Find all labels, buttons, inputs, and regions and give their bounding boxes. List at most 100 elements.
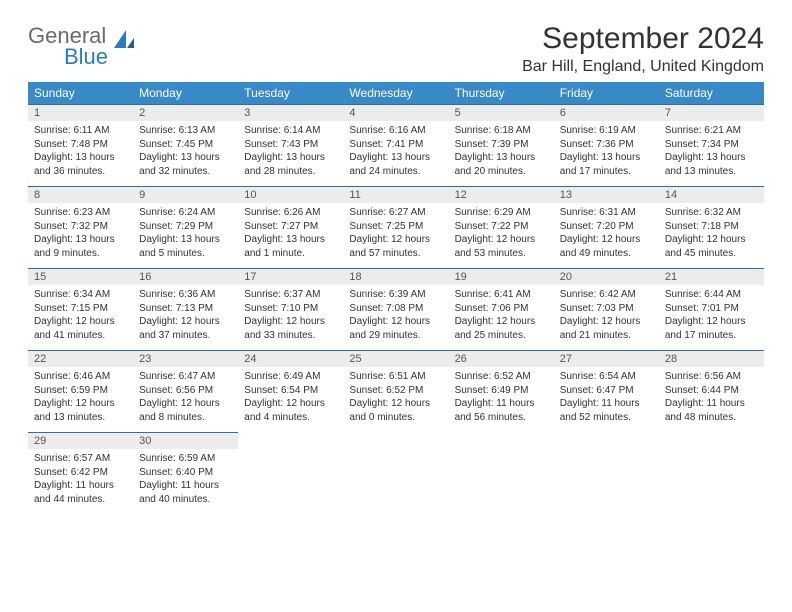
weekday-header-row: Sunday Monday Tuesday Wednesday Thursday… — [28, 82, 764, 104]
sunset-line: Sunset: 6:59 PM — [34, 384, 127, 398]
daylight-line2: and 8 minutes. — [139, 411, 232, 425]
day-detail: Sunrise: 6:32 AMSunset: 7:18 PMDaylight:… — [659, 203, 764, 268]
daylight-line1: Daylight: 12 hours — [665, 315, 758, 329]
daylight-line2: and 57 minutes. — [349, 247, 442, 261]
calendar-cell: 12Sunrise: 6:29 AMSunset: 7:22 PMDayligh… — [449, 186, 554, 268]
sunrise-line: Sunrise: 6:14 AM — [244, 124, 337, 138]
calendar-cell: 15Sunrise: 6:34 AMSunset: 7:15 PMDayligh… — [28, 268, 133, 350]
calendar-cell: 7Sunrise: 6:21 AMSunset: 7:34 PMDaylight… — [659, 104, 764, 186]
sunset-line: Sunset: 6:40 PM — [139, 466, 232, 480]
calendar-cell: .. — [343, 432, 448, 514]
sunset-line: Sunset: 6:44 PM — [665, 384, 758, 398]
daylight-line2: and 29 minutes. — [349, 329, 442, 343]
daylight-line2: and 25 minutes. — [455, 329, 548, 343]
daylight-line2: and 41 minutes. — [34, 329, 127, 343]
daylight-line2: and 17 minutes. — [665, 329, 758, 343]
daylight-line1: Daylight: 11 hours — [139, 479, 232, 493]
sunset-line: Sunset: 7:22 PM — [455, 220, 548, 234]
calendar-cell: 6Sunrise: 6:19 AMSunset: 7:36 PMDaylight… — [554, 104, 659, 186]
sunrise-line: Sunrise: 6:13 AM — [139, 124, 232, 138]
weekday-header: Thursday — [449, 82, 554, 104]
sunrise-line: Sunrise: 6:21 AM — [665, 124, 758, 138]
sunrise-line: Sunrise: 6:31 AM — [560, 206, 653, 220]
weekday-header: Wednesday — [343, 82, 448, 104]
logo-blue: Blue — [28, 47, 108, 68]
sunrise-line: Sunrise: 6:18 AM — [455, 124, 548, 138]
daylight-line1: Daylight: 11 hours — [455, 397, 548, 411]
daylight-line2: and 24 minutes. — [349, 165, 442, 179]
day-number: 19 — [449, 268, 554, 285]
day-detail: Sunrise: 6:49 AMSunset: 6:54 PMDaylight:… — [238, 367, 343, 432]
calendar-cell: 28Sunrise: 6:56 AMSunset: 6:44 PMDayligh… — [659, 350, 764, 432]
day-number: 7 — [659, 104, 764, 121]
day-detail: Sunrise: 6:21 AMSunset: 7:34 PMDaylight:… — [659, 121, 764, 186]
calendar-cell: 13Sunrise: 6:31 AMSunset: 7:20 PMDayligh… — [554, 186, 659, 268]
day-number: 5 — [449, 104, 554, 121]
sunrise-line: Sunrise: 6:47 AM — [139, 370, 232, 384]
day-detail: Sunrise: 6:16 AMSunset: 7:41 PMDaylight:… — [343, 121, 448, 186]
daylight-line2: and 1 minute. — [244, 247, 337, 261]
calendar-cell: .. — [659, 432, 764, 514]
daylight-line2: and 48 minutes. — [665, 411, 758, 425]
day-number: 6 — [554, 104, 659, 121]
sunrise-line: Sunrise: 6:29 AM — [455, 206, 548, 220]
sunrise-line: Sunrise: 6:24 AM — [139, 206, 232, 220]
day-detail: Sunrise: 6:39 AMSunset: 7:08 PMDaylight:… — [343, 285, 448, 350]
daylight-line1: Daylight: 13 hours — [139, 151, 232, 165]
day-detail: Sunrise: 6:31 AMSunset: 7:20 PMDaylight:… — [554, 203, 659, 268]
day-detail: Sunrise: 6:26 AMSunset: 7:27 PMDaylight:… — [238, 203, 343, 268]
sunset-line: Sunset: 7:18 PM — [665, 220, 758, 234]
calendar-cell: 16Sunrise: 6:36 AMSunset: 7:13 PMDayligh… — [133, 268, 238, 350]
sunset-line: Sunset: 6:54 PM — [244, 384, 337, 398]
sunset-line: Sunset: 7:08 PM — [349, 302, 442, 316]
sunrise-line: Sunrise: 6:49 AM — [244, 370, 337, 384]
daylight-line1: Daylight: 12 hours — [349, 397, 442, 411]
daylight-line2: and 5 minutes. — [139, 247, 232, 261]
sunrise-line: Sunrise: 6:32 AM — [665, 206, 758, 220]
day-detail: Sunrise: 6:41 AMSunset: 7:06 PMDaylight:… — [449, 285, 554, 350]
sunrise-line: Sunrise: 6:54 AM — [560, 370, 653, 384]
day-detail: Sunrise: 6:36 AMSunset: 7:13 PMDaylight:… — [133, 285, 238, 350]
sunset-line: Sunset: 6:56 PM — [139, 384, 232, 398]
daylight-line2: and 17 minutes. — [560, 165, 653, 179]
calendar-row: 1Sunrise: 6:11 AMSunset: 7:48 PMDaylight… — [28, 104, 764, 186]
sunset-line: Sunset: 6:42 PM — [34, 466, 127, 480]
day-number: 3 — [238, 104, 343, 121]
calendar-cell: 29Sunrise: 6:57 AMSunset: 6:42 PMDayligh… — [28, 432, 133, 514]
day-detail: Sunrise: 6:42 AMSunset: 7:03 PMDaylight:… — [554, 285, 659, 350]
sunset-line: Sunset: 7:43 PM — [244, 138, 337, 152]
daylight-line1: Daylight: 13 hours — [455, 151, 548, 165]
daylight-line1: Daylight: 12 hours — [455, 315, 548, 329]
day-number: 28 — [659, 350, 764, 367]
day-detail: Sunrise: 6:29 AMSunset: 7:22 PMDaylight:… — [449, 203, 554, 268]
day-number: 20 — [554, 268, 659, 285]
calendar-cell: 9Sunrise: 6:24 AMSunset: 7:29 PMDaylight… — [133, 186, 238, 268]
sunrise-line: Sunrise: 6:41 AM — [455, 288, 548, 302]
sunset-line: Sunset: 7:06 PM — [455, 302, 548, 316]
calendar-cell: 30Sunrise: 6:59 AMSunset: 6:40 PMDayligh… — [133, 432, 238, 514]
daylight-line2: and 40 minutes. — [139, 493, 232, 507]
calendar-cell: 4Sunrise: 6:16 AMSunset: 7:41 PMDaylight… — [343, 104, 448, 186]
weekday-header: Monday — [133, 82, 238, 104]
daylight-line1: Daylight: 13 hours — [139, 233, 232, 247]
day-number: 2 — [133, 104, 238, 121]
daylight-line1: Daylight: 12 hours — [244, 315, 337, 329]
daylight-line2: and 36 minutes. — [34, 165, 127, 179]
sunrise-line: Sunrise: 6:27 AM — [349, 206, 442, 220]
day-number: 4 — [343, 104, 448, 121]
calendar-cell: 8Sunrise: 6:23 AMSunset: 7:32 PMDaylight… — [28, 186, 133, 268]
daylight-line1: Daylight: 13 hours — [34, 151, 127, 165]
sunset-line: Sunset: 7:25 PM — [349, 220, 442, 234]
day-number: 25 — [343, 350, 448, 367]
day-number: 8 — [28, 186, 133, 203]
daylight-line2: and 9 minutes. — [34, 247, 127, 261]
sunset-line: Sunset: 7:39 PM — [455, 138, 548, 152]
daylight-line1: Daylight: 12 hours — [349, 315, 442, 329]
sunset-line: Sunset: 6:47 PM — [560, 384, 653, 398]
weekday-header: Saturday — [659, 82, 764, 104]
sunset-line: Sunset: 7:13 PM — [139, 302, 232, 316]
sunrise-line: Sunrise: 6:34 AM — [34, 288, 127, 302]
sunset-line: Sunset: 7:48 PM — [34, 138, 127, 152]
calendar-cell: .. — [238, 432, 343, 514]
sunrise-line: Sunrise: 6:39 AM — [349, 288, 442, 302]
